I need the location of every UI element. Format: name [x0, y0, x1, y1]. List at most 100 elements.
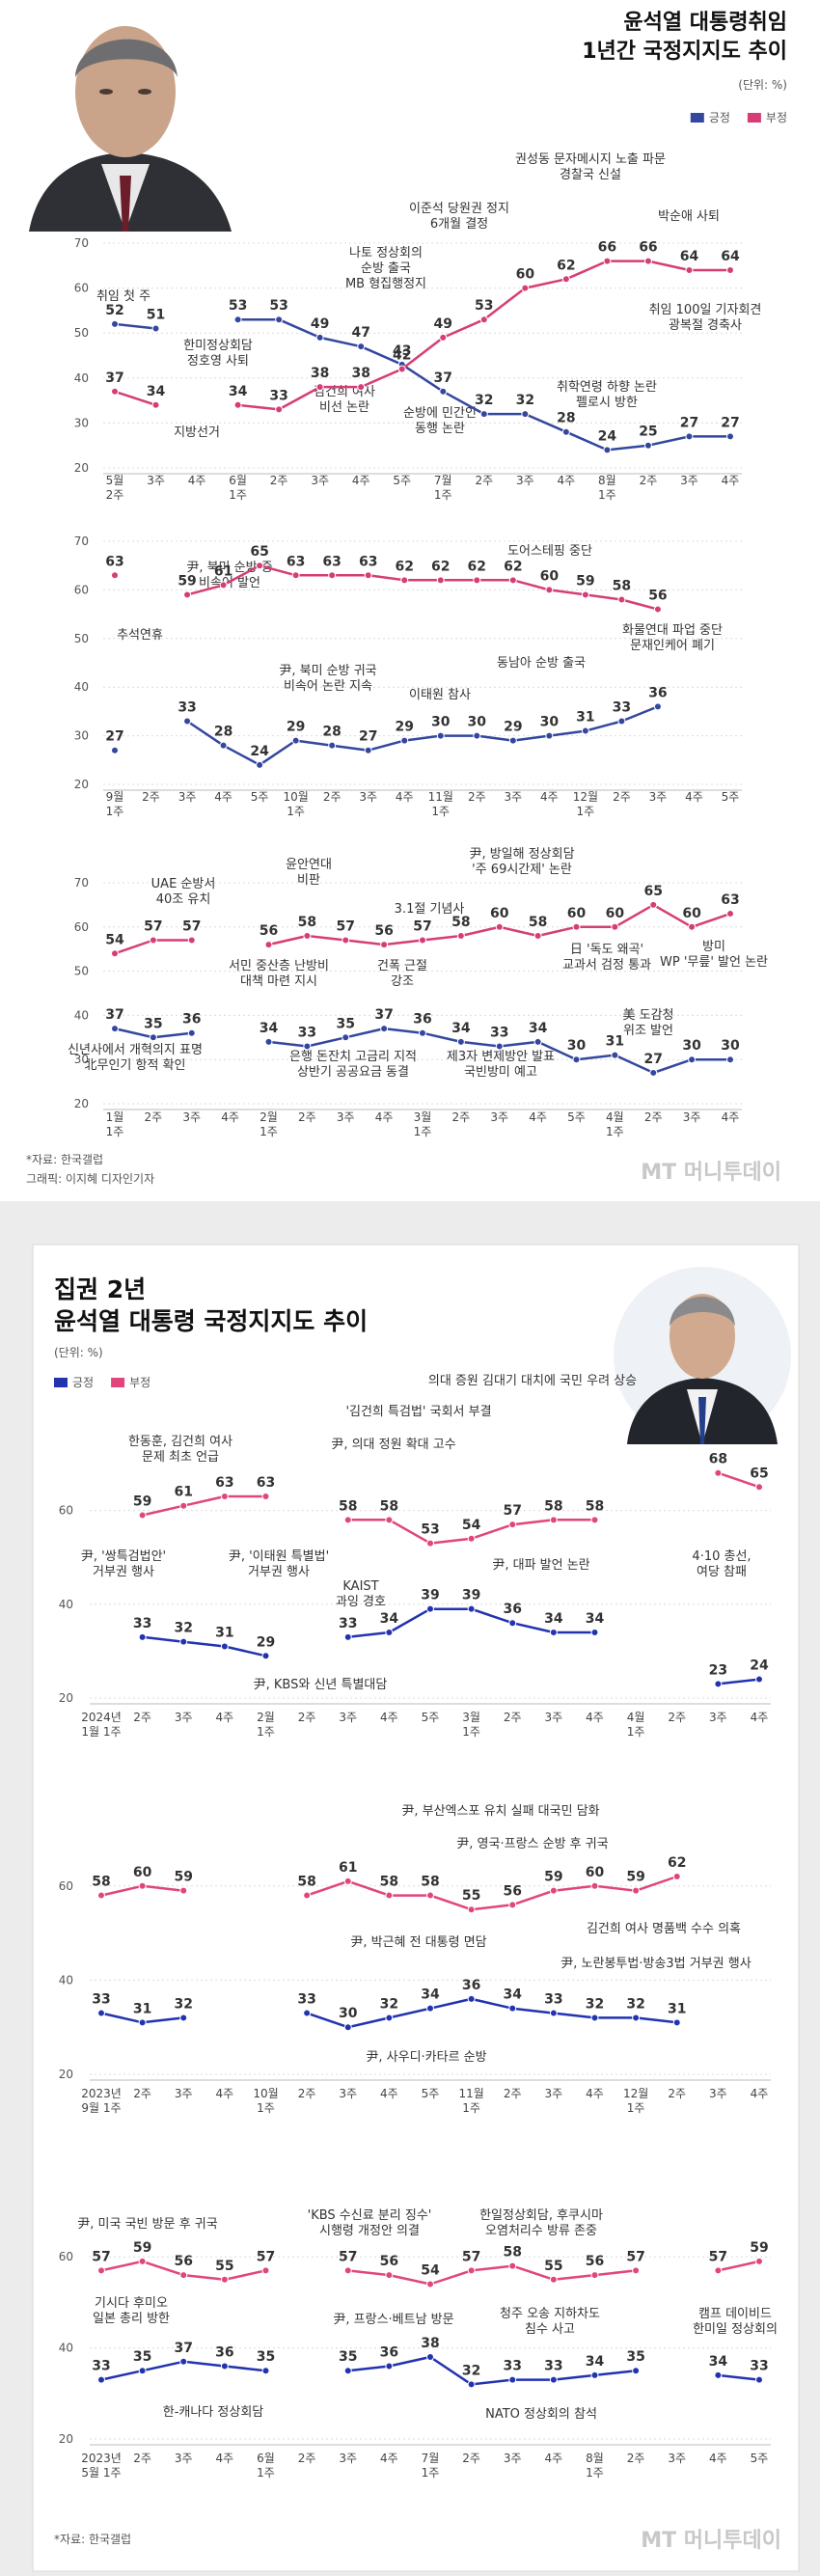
- data-label: 62: [395, 559, 413, 574]
- data-point: [755, 1483, 763, 1492]
- annotation: 순방 출국: [361, 261, 411, 276]
- annotation: 동행 논란: [415, 421, 465, 436]
- annotation: 여당 참패: [697, 1565, 747, 1579]
- x-tick-label: 3주: [182, 1110, 201, 1124]
- annotation: 日 '독도 왜곡': [570, 943, 643, 957]
- data-label: 58: [544, 1498, 562, 1514]
- data-point: [357, 343, 366, 351]
- x-tick-label: 2주: [298, 1711, 316, 1724]
- data-label: 59: [750, 2240, 768, 2256]
- data-point: [138, 2257, 147, 2265]
- data-label: 57: [462, 2249, 480, 2264]
- annotation: 청주 오송 지하차도: [500, 2307, 600, 2321]
- data-label: 42: [393, 347, 411, 363]
- data-point: [343, 2266, 352, 2275]
- x-tick-label: 3주: [337, 1110, 355, 1124]
- data-point: [261, 2266, 270, 2275]
- data-label: 32: [462, 2363, 480, 2378]
- x-tick-label: 11월 1주: [428, 790, 453, 818]
- data-label: 36: [182, 1012, 201, 1028]
- data-label: 33: [613, 699, 631, 715]
- data-point: [672, 2018, 681, 2027]
- data-point: [151, 324, 160, 333]
- data-label: 49: [434, 316, 452, 332]
- x-tick-label: 2월 1주: [260, 1110, 278, 1138]
- data-label: 33: [92, 2359, 110, 2374]
- legend-swatch: [54, 1378, 68, 1387]
- data-point: [467, 1534, 476, 1543]
- data-label: 57: [504, 1503, 522, 1519]
- data-point: [714, 2370, 723, 2379]
- data-label: 58: [339, 1498, 357, 1514]
- data-label: 29: [395, 720, 413, 735]
- data-point: [479, 315, 488, 324]
- data-point: [400, 736, 409, 745]
- x-tick-label: 2주: [270, 474, 288, 487]
- annotation: 국빈방미 예고: [464, 1065, 537, 1080]
- x-tick-label: 4주: [216, 2087, 234, 2100]
- y-tick-label: 20: [74, 1097, 89, 1110]
- legend-swatch: [111, 1378, 125, 1387]
- data-label: 54: [421, 2263, 440, 2279]
- y-tick-label: 20: [74, 461, 89, 475]
- data-point: [590, 1516, 599, 1524]
- data-label: 53: [421, 1522, 439, 1538]
- data-point: [572, 922, 581, 931]
- chart: 20 40 60 2024년 1월 1주 2주 3주 4주 2월 1주 2주 3주 4주 5주 3월 1주 2주…: [59, 1374, 771, 1739]
- x-tick-label: 2주: [613, 790, 631, 804]
- data-label: 57: [626, 2249, 644, 2264]
- data-label: 33: [92, 1992, 110, 2008]
- data-label: 30: [339, 2006, 358, 2021]
- x-tick-label: 5주: [251, 790, 269, 804]
- x-tick-label: 2주: [475, 474, 493, 487]
- annotation: 취임 첫 주: [96, 289, 150, 304]
- data-point: [545, 731, 554, 740]
- data-point: [549, 1628, 558, 1636]
- data-point: [385, 1516, 394, 1524]
- legend-swatch: [747, 113, 761, 123]
- data-point: [385, 2362, 394, 2370]
- data-point: [426, 1604, 434, 1613]
- annotation: 침수 사고: [525, 2322, 575, 2337]
- y-tick-label: 40: [59, 1973, 73, 1987]
- data-label: 47: [351, 325, 369, 341]
- unit: (단위: %): [738, 78, 787, 92]
- legend: 긍정 부정: [54, 1376, 150, 1389]
- data-point: [275, 405, 284, 414]
- data-point: [572, 1055, 581, 1064]
- chart: 20 40 60 2023년 9월 1주 2주 3주 4주 10월 1주 2주 3주 4주 5주 11월 1주…: [59, 1804, 771, 2115]
- y-tick-label: 60: [59, 2250, 73, 2263]
- data-point: [149, 936, 157, 945]
- data-label: 37: [105, 370, 123, 386]
- y-tick-label: 60: [74, 920, 89, 934]
- data-point: [343, 1516, 352, 1524]
- chart: 20 30 40 50 60 70 5월 2주 3주 4주 6월 1주 2주 3주 4주 5주 7월 1주 2주 3주…: [74, 152, 762, 502]
- x-tick-label: 7월 1주: [422, 2452, 440, 2480]
- annotation: KAIST: [342, 1579, 378, 1594]
- legend: 긍정 부정: [690, 111, 787, 124]
- data-point: [685, 265, 694, 274]
- x-tick-label: 2주: [468, 790, 486, 804]
- data-point: [328, 571, 337, 580]
- data-point: [688, 922, 697, 931]
- x-tick-label: 2주: [452, 1110, 471, 1124]
- x-tick-label: 3주: [311, 474, 329, 487]
- data-label: 57: [257, 2249, 275, 2264]
- data-point: [179, 1501, 188, 1510]
- data-point: [111, 746, 119, 754]
- data-label: 63: [215, 1475, 233, 1491]
- data-label: 24: [250, 744, 269, 759]
- data-point: [261, 1652, 270, 1660]
- x-tick-label: 3주: [668, 2452, 686, 2465]
- data-point: [495, 922, 504, 931]
- data-point: [303, 1042, 312, 1051]
- data-label: 60: [586, 1865, 605, 1880]
- legend-label: 부정: [129, 1376, 150, 1389]
- annotation: 지방선거: [174, 425, 220, 440]
- x-tick-label: 4주: [540, 790, 559, 804]
- data-label: 63: [359, 554, 377, 569]
- x-tick-label: 4주: [722, 474, 740, 487]
- data-label: 53: [269, 298, 287, 314]
- annotation: 비속어 논란 지속: [284, 679, 372, 694]
- data-point: [617, 595, 626, 604]
